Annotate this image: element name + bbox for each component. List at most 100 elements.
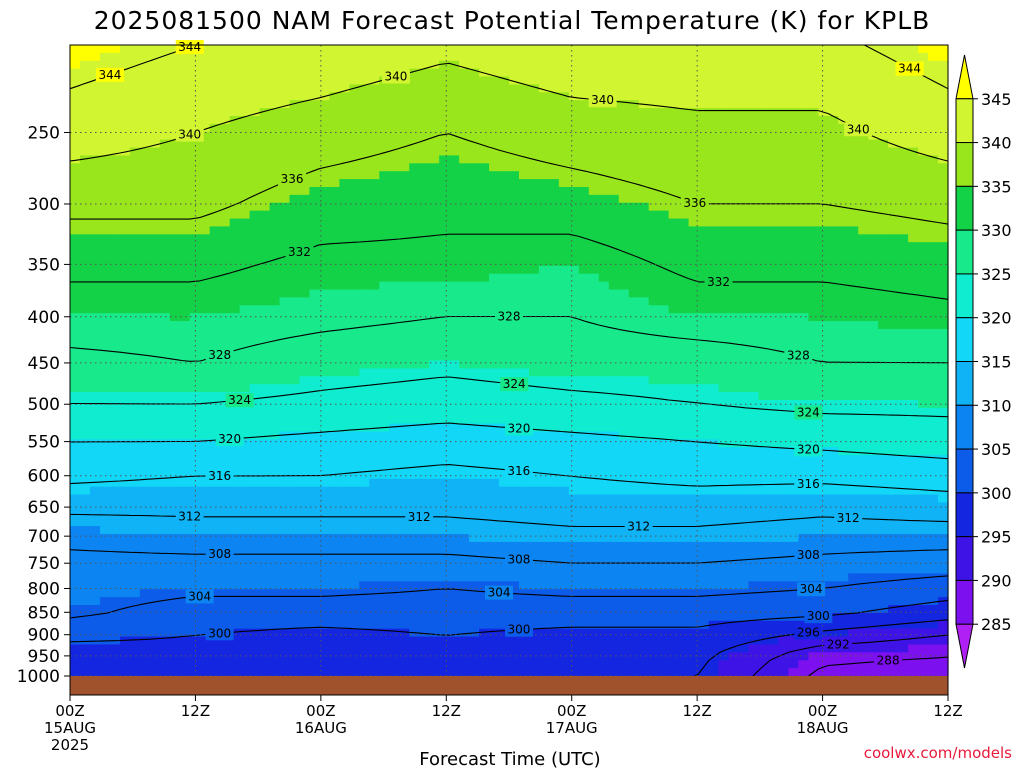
heatmap-cell <box>299 100 311 109</box>
heatmap-cell <box>698 131 710 141</box>
heatmap-cell <box>788 281 799 291</box>
heatmap-cell <box>299 45 311 54</box>
heatmap-cell <box>928 368 939 377</box>
heatmap-cell <box>548 376 560 385</box>
heatmap-cell <box>578 242 590 251</box>
heatmap-cell <box>588 115 600 125</box>
heatmap-cell <box>179 336 191 346</box>
heatmap-cell <box>189 257 201 267</box>
heatmap-cell <box>838 250 849 259</box>
heatmap-cell <box>558 486 570 496</box>
heatmap-cell <box>858 139 869 149</box>
heatmap-cell <box>608 210 620 220</box>
heatmap-cell <box>798 226 809 235</box>
heatmap-cell <box>379 139 390 149</box>
heatmap-cell <box>628 92 640 101</box>
heatmap-cell <box>688 289 700 298</box>
heatmap-cell <box>748 344 760 354</box>
heatmap-cell <box>179 321 191 330</box>
heatmap-cell <box>449 360 460 369</box>
heatmap-cell <box>738 273 750 283</box>
heatmap-cell <box>928 478 939 488</box>
heatmap-cell <box>868 242 879 251</box>
heatmap-cell <box>628 360 640 369</box>
heatmap-cell <box>319 210 331 220</box>
heatmap-cell <box>289 463 301 472</box>
heatmap-cell <box>648 415 660 425</box>
heatmap-cell <box>848 52 859 62</box>
heatmap-cell <box>139 234 151 243</box>
heatmap-cell <box>848 313 859 322</box>
heatmap-cell <box>119 486 131 496</box>
heatmap-cell <box>838 257 849 267</box>
heatmap-cell <box>868 328 879 338</box>
heatmap-cell <box>638 257 650 267</box>
heatmap-cell <box>229 328 241 338</box>
heatmap-cell <box>658 226 670 235</box>
heatmap-cell <box>678 234 690 243</box>
heatmap-cell <box>419 155 430 164</box>
heatmap-cell <box>109 186 121 196</box>
heatmap-cell <box>618 218 630 228</box>
heatmap-cell <box>189 360 201 369</box>
heatmap-cell <box>449 155 460 164</box>
heatmap-cell <box>718 84 730 93</box>
heatmap-cell <box>439 210 450 220</box>
heatmap-cell <box>518 250 530 259</box>
heatmap-cell <box>489 52 500 62</box>
heatmap-cell <box>289 376 301 385</box>
heatmap-cell <box>878 376 889 385</box>
heatmap-cell <box>568 234 580 243</box>
heatmap-cell <box>239 250 251 259</box>
heatmap-cell <box>199 328 211 338</box>
heatmap-cell <box>359 407 370 417</box>
heatmap-cell <box>349 265 360 275</box>
heatmap-cell <box>758 202 770 212</box>
heatmap-cell <box>628 478 640 488</box>
heatmap-cell <box>99 210 111 220</box>
heatmap-cell <box>239 289 251 298</box>
heatmap-cell <box>718 210 730 220</box>
heatmap-cell <box>289 399 301 409</box>
heatmap-cell <box>259 305 271 314</box>
heatmap-cell <box>379 407 390 417</box>
heatmap-cell <box>79 352 91 362</box>
heatmap-cell <box>808 210 819 220</box>
heatmap-cell <box>928 297 939 306</box>
heatmap-cell <box>668 344 680 354</box>
heatmap-cell <box>89 265 101 275</box>
heatmap-cell <box>239 281 251 291</box>
heatmap-cell <box>608 171 620 180</box>
heatmap-cell <box>359 123 370 133</box>
heatmap-cell <box>928 376 939 385</box>
heatmap-cell <box>688 392 700 401</box>
heatmap-cell <box>249 131 261 141</box>
heatmap-cell <box>109 257 121 267</box>
heatmap-cell <box>858 423 869 433</box>
heatmap-cell <box>828 328 839 338</box>
heatmap-cell <box>419 163 430 172</box>
heatmap-cell <box>89 447 101 456</box>
heatmap-cell <box>419 179 430 188</box>
heatmap-cell <box>459 376 470 385</box>
heatmap-cell <box>528 297 540 306</box>
heatmap-cell <box>129 68 141 78</box>
heatmap-cell <box>99 265 111 275</box>
heatmap-cell <box>449 265 460 275</box>
heatmap-cell <box>359 447 370 456</box>
heatmap-cell <box>439 423 450 433</box>
heatmap-cell <box>558 313 570 322</box>
heatmap-cell <box>209 60 221 70</box>
heatmap-cell <box>379 155 390 164</box>
heatmap-cell <box>479 76 490 86</box>
heatmap-cell <box>678 179 690 188</box>
heatmap-cell <box>818 265 829 275</box>
heatmap-cell <box>70 60 81 70</box>
heatmap-cell <box>698 155 710 164</box>
heatmap-cell <box>429 242 440 251</box>
heatmap-cell <box>638 431 650 440</box>
heatmap-cell <box>169 431 181 440</box>
heatmap-cell <box>329 423 340 433</box>
heatmap-cell <box>628 155 640 164</box>
heatmap-cell <box>718 92 730 101</box>
